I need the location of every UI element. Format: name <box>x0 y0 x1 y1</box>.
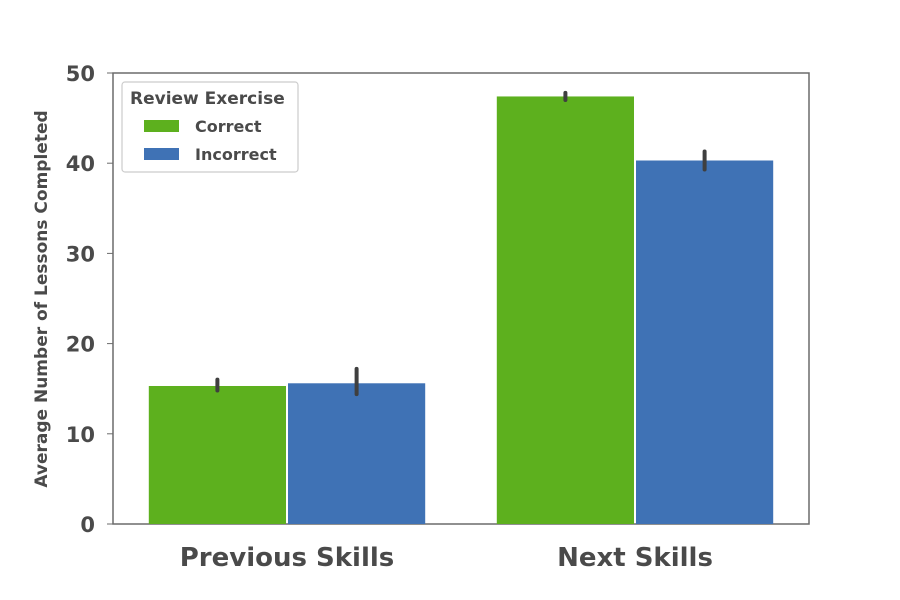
y-axis: 0 10 20 30 40 50 <box>66 62 113 537</box>
bars-group <box>148 96 774 525</box>
bar-previous-skills-correct <box>148 385 286 524</box>
legend-title: Review Exercise <box>130 89 285 109</box>
legend-swatch-correct <box>144 120 179 132</box>
y-tick-label: 30 <box>66 242 95 266</box>
bar-previous-skills-incorrect <box>288 383 426 524</box>
legend: Review Exercise Correct Incorrect <box>121 81 299 173</box>
error-bars-group <box>215 90 707 397</box>
x-tick-label: Previous Skills <box>180 543 395 573</box>
y-tick-label: 20 <box>66 333 95 357</box>
bar-next-skills-incorrect <box>636 160 774 524</box>
plot-frame <box>112 72 810 525</box>
legend-label-incorrect: Incorrect <box>195 145 277 164</box>
legend-swatch-incorrect <box>144 148 179 160</box>
y-tick-label: 10 <box>66 423 95 447</box>
bar-next-skills-correct <box>496 96 634 525</box>
y-axis-label: Average Number of Lessons Completed <box>32 110 52 487</box>
legend-label-correct: Correct <box>195 117 262 136</box>
y-tick-label: 0 <box>80 513 95 537</box>
x-tick-label: Next Skills <box>557 543 713 573</box>
y-tick-label: 50 <box>66 62 95 86</box>
y-tick-label: 40 <box>66 152 95 176</box>
x-axis: Previous Skills Next Skills <box>180 543 713 573</box>
